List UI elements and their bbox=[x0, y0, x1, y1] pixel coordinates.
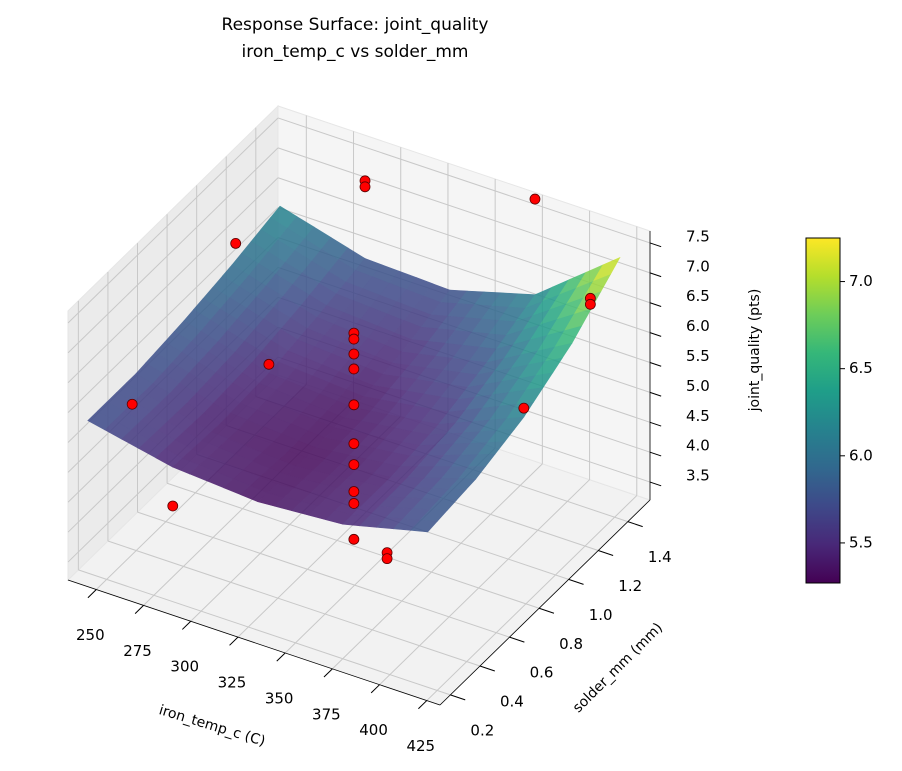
data-point bbox=[348, 438, 360, 450]
tick-mark bbox=[418, 700, 428, 710]
x-tick-label: 350 bbox=[265, 689, 294, 707]
data-point bbox=[584, 298, 596, 310]
tick-mark bbox=[276, 652, 286, 662]
data-point bbox=[263, 358, 275, 370]
data-point bbox=[230, 237, 242, 249]
surface-patch bbox=[410, 519, 438, 533]
grid-line bbox=[78, 569, 451, 696]
grid-line bbox=[137, 511, 510, 638]
chart-title: Response Surface: joint_quality bbox=[222, 15, 489, 35]
y-tick-label: 0.8 bbox=[559, 635, 583, 653]
data-point bbox=[348, 363, 360, 375]
grid-line bbox=[67, 147, 279, 354]
data-point bbox=[348, 348, 360, 360]
y-tick-label: 0.6 bbox=[530, 664, 554, 682]
tick-mark bbox=[181, 620, 192, 630]
z-tick-label: 5.5 bbox=[686, 347, 710, 365]
tick-mark bbox=[649, 362, 662, 367]
surface bbox=[87, 205, 621, 533]
data-point bbox=[348, 399, 360, 411]
data-point bbox=[518, 402, 530, 414]
z-tick-label: 7.5 bbox=[686, 227, 710, 245]
tick-mark bbox=[598, 550, 614, 557]
grid-line bbox=[67, 117, 279, 324]
tick-mark bbox=[649, 451, 662, 457]
colorbar-tick-label: 6.5 bbox=[849, 359, 873, 377]
x-tick-label: 300 bbox=[170, 658, 199, 676]
grid-line bbox=[166, 482, 540, 609]
grid-line bbox=[67, 177, 279, 384]
tick-mark bbox=[134, 605, 144, 614]
data-point bbox=[348, 498, 360, 509]
y-tick-label: 1.0 bbox=[589, 606, 613, 624]
data-point bbox=[381, 553, 393, 565]
y-tick-label: 0.2 bbox=[470, 721, 494, 739]
tick-mark bbox=[370, 684, 380, 694]
y-axis-label: solder_mm (mm) bbox=[570, 620, 666, 716]
tick-mark bbox=[87, 589, 97, 599]
data-point bbox=[348, 333, 360, 345]
x-tick-label: 375 bbox=[312, 705, 341, 723]
grid-line bbox=[277, 117, 651, 244]
x-tick-label: 275 bbox=[123, 642, 152, 660]
grid-line bbox=[379, 479, 590, 686]
z-tick-label: 4.0 bbox=[686, 437, 710, 455]
x-tick-label: 400 bbox=[359, 721, 388, 739]
z-tick-label: 6.5 bbox=[686, 287, 710, 305]
data-point bbox=[348, 486, 360, 497]
colorbar-tick-label: 6.0 bbox=[849, 446, 873, 464]
grid-line bbox=[277, 147, 651, 274]
z-tick-label: 7.0 bbox=[686, 257, 710, 275]
z-tick-label: 3.5 bbox=[686, 467, 710, 485]
grid-line bbox=[67, 207, 279, 413]
grid-line bbox=[426, 495, 638, 701]
y-tick-label: 1.2 bbox=[618, 577, 642, 595]
y-tick-label: 1.4 bbox=[648, 548, 672, 566]
tick-mark bbox=[649, 302, 662, 307]
colorbar-tick-label: 5.5 bbox=[849, 533, 873, 551]
x-tick-label: 250 bbox=[76, 626, 105, 644]
colorbar bbox=[805, 237, 841, 584]
grid-line bbox=[107, 540, 481, 667]
x-axis-label: iron_temp_c (C) bbox=[157, 702, 267, 750]
z-tick-label: 6.0 bbox=[686, 317, 710, 335]
axis-line bbox=[439, 499, 651, 706]
chart-subtitle: iron_temp_c vs solder_mm bbox=[242, 42, 469, 62]
x-tick-label: 325 bbox=[218, 674, 247, 692]
tick-mark bbox=[649, 242, 662, 248]
tick-mark bbox=[649, 481, 662, 487]
data-point bbox=[167, 500, 179, 512]
z-tick-label: 5.0 bbox=[686, 377, 710, 395]
tick-mark bbox=[538, 607, 555, 614]
x-tick-label: 425 bbox=[406, 737, 435, 755]
z-tick-label: 4.5 bbox=[686, 407, 710, 425]
z-axis-label: joint_quality (pts) bbox=[747, 289, 763, 413]
tick-mark bbox=[627, 521, 643, 528]
tick-mark bbox=[450, 694, 466, 701]
tick-mark bbox=[649, 332, 662, 337]
tick-mark bbox=[649, 421, 662, 427]
y-tick-label: 0.4 bbox=[500, 693, 524, 711]
tick-mark bbox=[649, 391, 662, 397]
grid-line bbox=[332, 463, 543, 670]
tick-mark bbox=[509, 636, 525, 643]
tick-mark bbox=[568, 578, 584, 585]
axis-line bbox=[67, 579, 441, 706]
tick-mark bbox=[323, 668, 333, 678]
data-point bbox=[529, 193, 541, 205]
data-point bbox=[359, 181, 371, 193]
tick-mark bbox=[479, 665, 495, 672]
colorbar-tick-label: 7.0 bbox=[849, 272, 873, 290]
tick-mark bbox=[229, 636, 239, 646]
data-point bbox=[348, 533, 360, 545]
tick-mark bbox=[649, 272, 662, 278]
data-point bbox=[348, 459, 360, 471]
data-point bbox=[126, 398, 138, 410]
